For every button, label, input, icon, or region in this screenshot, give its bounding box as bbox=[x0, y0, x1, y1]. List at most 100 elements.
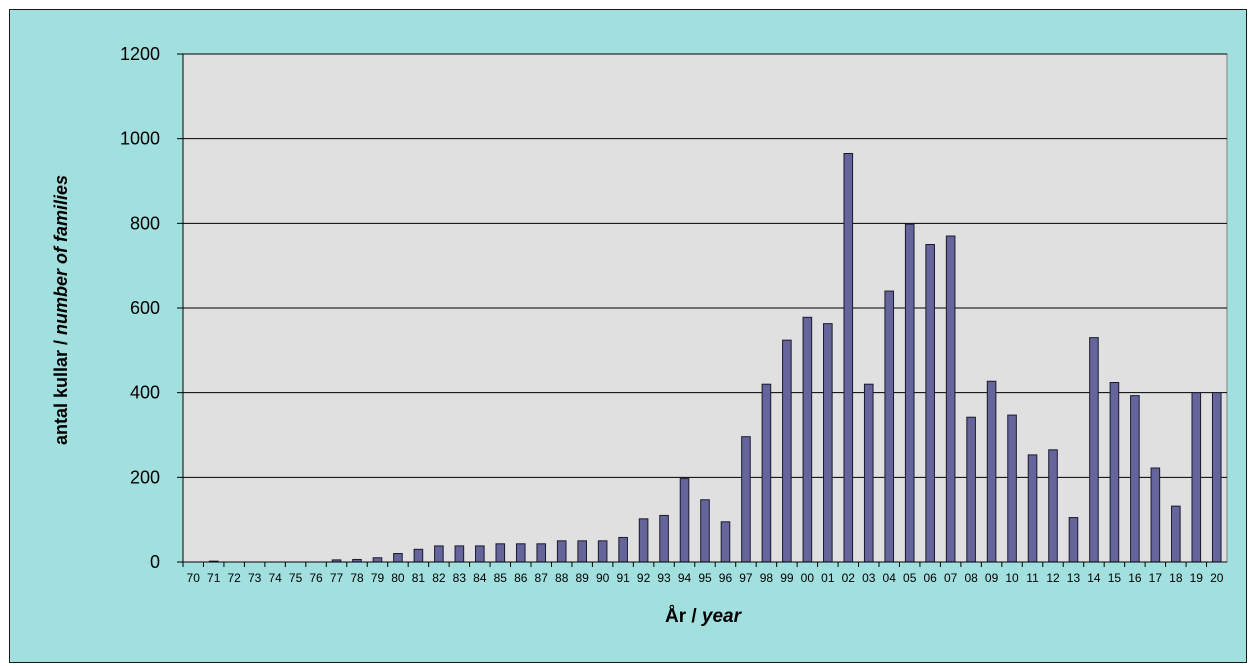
x-tick-label: 95 bbox=[698, 571, 712, 585]
x-axis-title-main: År / bbox=[665, 606, 702, 627]
x-tick-label: 06 bbox=[923, 571, 937, 585]
x-tick-label: 15 bbox=[1108, 571, 1122, 585]
x-tick-label: 81 bbox=[412, 571, 426, 585]
bar-82 bbox=[434, 545, 444, 563]
y-tick-label: 1000 bbox=[120, 129, 160, 149]
bar-00 bbox=[802, 316, 813, 563]
bar-83 bbox=[454, 545, 465, 563]
x-tick-label: 16 bbox=[1128, 571, 1142, 585]
y-tick-label: 600 bbox=[130, 298, 160, 318]
y-tick-label: 0 bbox=[150, 552, 160, 572]
bar-98 bbox=[761, 383, 772, 563]
x-tick-label: 76 bbox=[309, 571, 323, 585]
x-tick-label: 74 bbox=[268, 571, 282, 585]
bar-17 bbox=[1150, 467, 1161, 563]
x-tick-label: 89 bbox=[575, 571, 589, 585]
x-tick-label: 96 bbox=[719, 571, 733, 585]
bars bbox=[208, 152, 1222, 563]
x-tick-label: 18 bbox=[1169, 571, 1183, 585]
bar-11 bbox=[1027, 454, 1038, 563]
bar-19 bbox=[1191, 392, 1202, 563]
x-tick-label: 87 bbox=[535, 571, 549, 585]
x-tick-label: 00 bbox=[801, 571, 815, 585]
x-tick-label: 71 bbox=[207, 571, 221, 585]
bar-84 bbox=[475, 545, 485, 563]
x-tick-label: 20 bbox=[1210, 571, 1224, 585]
x-tick-label: 99 bbox=[780, 571, 794, 585]
x-tick-label: 07 bbox=[944, 571, 958, 585]
x-tick-label: 13 bbox=[1067, 571, 1081, 585]
x-tick-label: 86 bbox=[514, 571, 528, 585]
bar-20 bbox=[1211, 392, 1222, 563]
y-axis-ticks: 0 200 400 600 800 1000 1200 bbox=[120, 44, 183, 572]
bar-96 bbox=[720, 521, 731, 563]
x-tick-label: 90 bbox=[596, 571, 610, 585]
bar-86 bbox=[515, 543, 526, 563]
y-axis-title-main: antal kullar / bbox=[51, 335, 71, 445]
bar-02 bbox=[843, 152, 854, 563]
bar-14 bbox=[1089, 337, 1099, 563]
x-tick-label: 04 bbox=[883, 571, 897, 585]
x-tick-label: 97 bbox=[739, 571, 753, 585]
bar-88 bbox=[556, 540, 567, 563]
x-tick-label: 14 bbox=[1087, 571, 1101, 585]
x-tick-label: 88 bbox=[555, 571, 569, 585]
bar-85 bbox=[495, 543, 506, 563]
x-tick-label: 72 bbox=[227, 571, 241, 585]
bar-95 bbox=[700, 499, 710, 563]
bar-94 bbox=[679, 478, 690, 563]
x-tick-label: 10 bbox=[1005, 571, 1019, 585]
x-tick-label: 79 bbox=[371, 571, 385, 585]
x-tick-label: 01 bbox=[821, 571, 835, 585]
x-tick-label: 82 bbox=[432, 571, 446, 585]
bar-99 bbox=[782, 339, 792, 563]
bar-16 bbox=[1130, 395, 1140, 563]
bar-07 bbox=[945, 235, 956, 563]
x-tick-label: 83 bbox=[453, 571, 467, 585]
x-tick-label: 85 bbox=[494, 571, 508, 585]
x-axis-title: År / year bbox=[665, 606, 743, 627]
bar-13 bbox=[1068, 517, 1079, 563]
y-tick-label: 800 bbox=[130, 213, 160, 233]
bar-01 bbox=[823, 323, 833, 563]
x-tick-label: 75 bbox=[289, 571, 303, 585]
y-tick-label: 400 bbox=[130, 383, 160, 403]
x-tick-label: 78 bbox=[350, 571, 364, 585]
bar-05 bbox=[904, 223, 915, 563]
bar-90 bbox=[597, 540, 608, 563]
x-tick-label: 12 bbox=[1046, 571, 1060, 585]
x-tick-label: 93 bbox=[657, 571, 671, 585]
bar-12 bbox=[1048, 449, 1058, 563]
bar-79 bbox=[372, 557, 383, 563]
x-tick-label: 70 bbox=[187, 571, 201, 585]
y-axis-title: antal kullar / number of families bbox=[51, 175, 71, 445]
x-tick-label: 80 bbox=[391, 571, 405, 585]
x-tick-label: 08 bbox=[964, 571, 978, 585]
bar-18 bbox=[1171, 505, 1181, 563]
x-tick-label: 94 bbox=[678, 571, 692, 585]
bar-04 bbox=[884, 290, 895, 563]
x-tick-label: 19 bbox=[1190, 571, 1204, 585]
bar-06 bbox=[925, 244, 935, 563]
x-tick-label: 11 bbox=[1026, 571, 1039, 585]
x-tick-label: 09 bbox=[985, 571, 999, 585]
bar-97 bbox=[741, 436, 751, 563]
bar-93 bbox=[659, 514, 669, 563]
x-axis-ticks: 70 71 72 73 74 75 76 77 78 79 80 81 82 83 84 85 86 87 88 89… bbox=[182, 562, 1224, 585]
x-tick-label: 03 bbox=[862, 571, 876, 585]
bar-80 bbox=[393, 553, 403, 563]
bar-92 bbox=[638, 518, 649, 563]
x-tick-label: 77 bbox=[330, 571, 344, 585]
y-tick-label: 200 bbox=[130, 467, 160, 487]
bar-08 bbox=[966, 416, 976, 563]
bar-89 bbox=[577, 540, 587, 563]
bar-87 bbox=[536, 543, 547, 563]
x-tick-label: 05 bbox=[903, 571, 917, 585]
x-tick-label: 73 bbox=[248, 571, 262, 585]
x-tick-label: 84 bbox=[473, 571, 487, 585]
bar-91 bbox=[618, 536, 628, 563]
y-axis-title-italic: number of families bbox=[51, 175, 71, 335]
x-tick-label: 92 bbox=[637, 571, 651, 585]
bar-81 bbox=[413, 548, 424, 563]
